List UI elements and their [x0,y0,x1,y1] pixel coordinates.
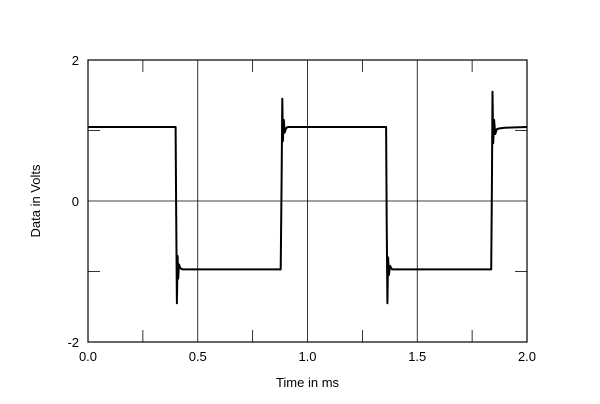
plot-frame [87,59,528,343]
y-axis-label: Data in Volts [28,164,43,237]
x-tick-label: 0.0 [79,349,97,364]
series-layer [88,90,528,305]
grid-layer [88,60,527,342]
x-tick-label: 1.0 [298,349,316,364]
y-tick-label: -2 [67,335,79,350]
x-tick-label: 1.5 [408,349,426,364]
ticks-layer: 0.0 0.5 1.0 1.5 2.0 -2 0 2 [67,53,536,364]
x-tick-label: 2.0 [518,349,536,364]
x-axis-label: Time in ms [276,375,340,390]
y-tick-label: 0 [72,194,79,209]
y-tick-label: 2 [72,53,79,68]
x-tick-label: 0.5 [189,349,207,364]
series-line [88,90,528,305]
